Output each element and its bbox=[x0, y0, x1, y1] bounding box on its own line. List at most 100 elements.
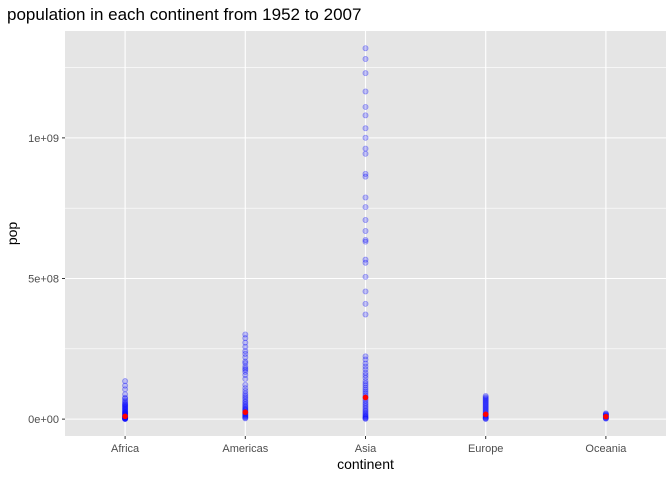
data-point bbox=[482, 392, 489, 399]
data-point bbox=[362, 413, 369, 420]
data-point bbox=[242, 385, 249, 392]
mean-point bbox=[482, 411, 489, 418]
data-point bbox=[482, 405, 489, 412]
mean-point bbox=[603, 413, 609, 420]
data-point bbox=[362, 404, 369, 411]
data-point bbox=[362, 410, 369, 417]
data-point bbox=[242, 387, 249, 394]
data-point bbox=[242, 400, 249, 407]
data-point bbox=[242, 414, 249, 421]
data-point bbox=[482, 403, 489, 410]
data-point bbox=[362, 414, 369, 421]
data-point bbox=[242, 390, 249, 397]
data-point bbox=[482, 396, 489, 403]
data-point bbox=[242, 335, 249, 342]
data-point bbox=[242, 365, 249, 372]
data-point bbox=[362, 238, 369, 245]
data-point bbox=[122, 403, 129, 410]
data-point bbox=[122, 406, 129, 413]
data-point bbox=[122, 398, 129, 405]
data-point bbox=[362, 112, 369, 119]
data-point bbox=[122, 397, 129, 404]
data-point bbox=[482, 400, 489, 407]
x-tick-label: Oceania bbox=[585, 443, 627, 455]
data-point bbox=[122, 382, 129, 389]
data-point bbox=[362, 227, 369, 234]
data-point bbox=[362, 401, 369, 408]
data-point bbox=[122, 407, 129, 414]
data-point bbox=[362, 256, 369, 263]
data-point bbox=[362, 125, 369, 132]
data-point bbox=[122, 402, 129, 409]
data-point bbox=[362, 356, 369, 363]
data-point bbox=[362, 406, 369, 413]
y-tick-label: 1e+09 bbox=[28, 133, 59, 145]
data-point bbox=[362, 70, 369, 77]
data-point bbox=[242, 381, 249, 388]
data-point bbox=[362, 403, 369, 410]
data-point bbox=[362, 363, 369, 370]
data-point bbox=[362, 415, 369, 422]
data-point bbox=[122, 400, 129, 407]
data-point bbox=[242, 395, 249, 402]
data-point bbox=[242, 358, 249, 365]
data-point bbox=[362, 407, 369, 414]
data-point bbox=[362, 353, 369, 360]
data-point bbox=[482, 397, 489, 404]
x-tick-label: Africa bbox=[111, 443, 140, 455]
data-point bbox=[242, 350, 249, 357]
y-axis: 0e+00 5e+08 1e+09 bbox=[28, 133, 65, 426]
data-point bbox=[362, 150, 369, 157]
data-point bbox=[242, 399, 249, 406]
data-point bbox=[362, 173, 369, 180]
data-point bbox=[242, 331, 249, 338]
data-point bbox=[362, 382, 369, 389]
data-point bbox=[242, 339, 249, 346]
mean-points bbox=[122, 394, 609, 420]
data-point bbox=[362, 300, 369, 307]
data-point bbox=[482, 404, 489, 411]
data-point bbox=[362, 411, 369, 418]
data-point bbox=[242, 371, 249, 378]
data-point bbox=[122, 386, 129, 393]
data-point bbox=[122, 405, 129, 412]
x-tick-label: Europe bbox=[468, 443, 503, 455]
data-point bbox=[362, 360, 369, 367]
data-point bbox=[362, 56, 369, 63]
data-point bbox=[362, 366, 369, 373]
y-tick-label: 5e+08 bbox=[28, 274, 59, 286]
data-point bbox=[362, 134, 369, 141]
x-axis: Africa Americas Asia Europe Oceania bbox=[111, 436, 627, 455]
data-point bbox=[362, 413, 369, 420]
data-point bbox=[362, 45, 369, 52]
data-point bbox=[362, 103, 369, 110]
data-point bbox=[362, 204, 369, 211]
data-point bbox=[122, 401, 129, 408]
data-point bbox=[242, 366, 249, 373]
x-tick-label: Americas bbox=[222, 443, 268, 455]
data-point bbox=[122, 378, 129, 385]
y-axis-title: pop bbox=[4, 222, 20, 246]
data-point bbox=[362, 374, 369, 381]
data-point bbox=[242, 392, 249, 399]
data-point bbox=[362, 386, 369, 393]
mean-point bbox=[242, 409, 249, 416]
data-point bbox=[362, 369, 369, 376]
data-point bbox=[362, 88, 369, 95]
data-point bbox=[362, 311, 369, 318]
data-point bbox=[242, 343, 249, 350]
mean-point bbox=[122, 413, 128, 420]
data-point bbox=[362, 415, 369, 422]
data-point bbox=[362, 216, 369, 223]
data-point bbox=[362, 378, 369, 385]
data-point bbox=[362, 288, 369, 295]
data-point bbox=[242, 368, 249, 375]
data-point bbox=[482, 398, 489, 405]
data-point bbox=[242, 363, 249, 370]
major-gridlines bbox=[65, 31, 666, 436]
data-point bbox=[122, 394, 129, 401]
data-point bbox=[122, 404, 129, 411]
data-point bbox=[242, 403, 249, 410]
data-point bbox=[362, 409, 369, 416]
